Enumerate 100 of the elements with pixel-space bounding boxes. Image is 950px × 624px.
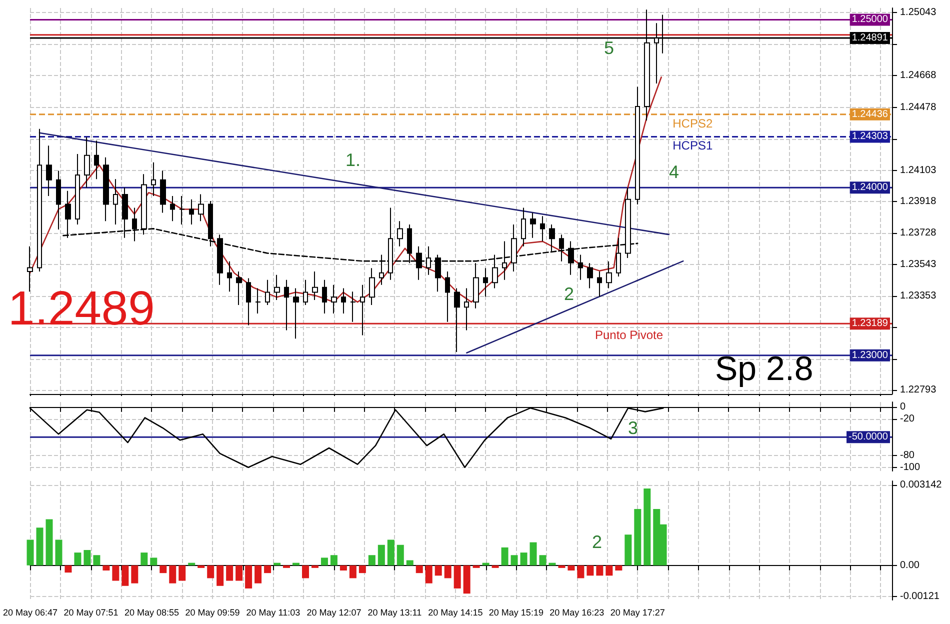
candlestick	[578, 254, 583, 280]
candlestick	[350, 291, 356, 322]
bar	[510, 555, 518, 566]
bar	[55, 540, 62, 566]
bar	[64, 565, 72, 573]
bar	[340, 565, 347, 571]
y-tick-label: 0.00	[900, 560, 920, 571]
candlestick	[198, 194, 204, 222]
candlestick	[94, 140, 99, 180]
bar	[568, 565, 575, 571]
bar	[26, 540, 34, 566]
annotation: 1.2489	[8, 282, 155, 336]
bar	[358, 565, 366, 574]
bar	[320, 558, 328, 566]
bar	[454, 565, 461, 588]
annotation: 4	[668, 162, 680, 182]
x-tick-label: 20 May 15:19	[488, 608, 544, 618]
bar	[274, 562, 281, 566]
x-tick-label: 20 May 11:03	[246, 608, 300, 618]
annotation: 1.	[345, 150, 361, 170]
bar	[425, 565, 432, 584]
candlestick	[274, 274, 280, 301]
bar	[93, 555, 100, 566]
annotation: Sp 2.8	[715, 350, 814, 388]
bar	[131, 565, 138, 584]
candlestick	[37, 128, 42, 272]
bar	[615, 565, 622, 571]
candlestick	[236, 270, 242, 306]
y-tick-label: -0.00121	[900, 590, 940, 602]
bar	[416, 565, 423, 574]
bar	[46, 519, 53, 566]
x-tick-label: 20 May 06:47	[2, 608, 58, 618]
candlestick	[635, 86, 640, 205]
x-tick-label: 20 May 12:07	[306, 608, 362, 618]
ref-line-label: 1.24303	[852, 131, 888, 142]
y-tick-label: 1.23918	[900, 196, 937, 207]
annotation: Punto Pivote	[594, 328, 664, 342]
x-tick-label: 20 May 16:23	[550, 608, 604, 618]
candlestick	[606, 260, 612, 289]
bar	[634, 508, 642, 566]
x-tick-label: 20 May 13:11	[368, 608, 422, 618]
bar	[596, 565, 604, 576]
candlestick	[151, 162, 156, 196]
bar	[644, 488, 651, 566]
bar	[530, 542, 537, 566]
y-tick-label: 1.24668	[900, 70, 937, 81]
bar	[624, 534, 632, 566]
x-tick-label: 20 May 17:27	[610, 608, 665, 618]
candlestick	[103, 156, 109, 222]
bar	[207, 565, 214, 578]
bar	[283, 565, 290, 568]
bar	[577, 565, 584, 578]
candlestick	[464, 288, 469, 331]
ref-line-label: 1.24891	[852, 32, 888, 44]
bar	[539, 555, 546, 566]
bar	[406, 560, 414, 566]
bar	[254, 565, 262, 584]
bar	[178, 565, 186, 581]
candlestick	[113, 178, 118, 225]
x-tick-label: 20 May 08:55	[124, 608, 180, 618]
y-tick-label: 1.24478	[900, 102, 937, 113]
candlestick	[369, 268, 375, 306]
y-tick-label: 0.003142	[900, 479, 942, 490]
bar	[122, 565, 129, 586]
y-tick-label: 1.23728	[900, 228, 937, 239]
bar	[558, 565, 566, 568]
candlestick	[56, 170, 61, 230]
bar	[396, 544, 404, 566]
bar	[434, 565, 442, 576]
candlestick	[454, 288, 460, 353]
bar	[368, 555, 376, 566]
candlestick	[540, 216, 545, 242]
candlestick	[397, 220, 403, 247]
bar	[472, 565, 480, 568]
candlestick	[445, 270, 450, 322]
bar	[311, 565, 318, 568]
candlestick	[587, 262, 593, 289]
candlestick	[265, 279, 270, 306]
candlestick	[179, 195, 185, 225]
bar	[548, 562, 556, 566]
candlestick	[46, 145, 52, 196]
bar	[482, 562, 490, 566]
bar	[74, 552, 82, 566]
bar	[198, 565, 205, 568]
bar	[586, 565, 594, 576]
bar	[245, 565, 252, 588]
y-tick-label: 1.25043	[900, 7, 937, 18]
bar	[349, 565, 356, 578]
candlestick	[530, 212, 536, 238]
bar	[36, 528, 44, 566]
bar	[463, 565, 470, 594]
bar	[501, 547, 508, 566]
bar	[378, 544, 385, 566]
candlestick	[322, 279, 327, 314]
y-tick-label: 1.24103	[900, 164, 937, 176]
ref-line-label: 1.25000	[852, 14, 888, 26]
bar	[330, 555, 338, 566]
candlestick	[227, 260, 232, 292]
bar	[520, 552, 528, 566]
candlestick	[360, 284, 365, 336]
